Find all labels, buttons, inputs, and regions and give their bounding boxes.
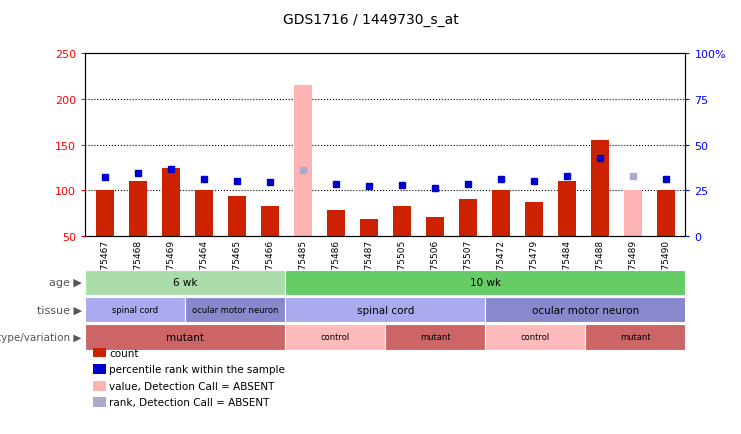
Text: control: control — [521, 333, 550, 342]
Text: value, Detection Call = ABSENT: value, Detection Call = ABSENT — [109, 381, 274, 391]
Text: spinal cord: spinal cord — [356, 305, 414, 315]
Text: GDS1716 / 1449730_s_at: GDS1716 / 1449730_s_at — [282, 13, 459, 26]
Bar — [261, 207, 279, 237]
Bar — [85, 270, 285, 295]
Bar — [85, 297, 185, 322]
Bar — [393, 207, 411, 237]
Bar — [129, 182, 147, 237]
Bar — [227, 197, 246, 237]
Bar — [285, 270, 685, 295]
Text: age ▶: age ▶ — [49, 278, 82, 287]
Text: mutant: mutant — [166, 332, 205, 342]
Bar — [485, 297, 685, 322]
Text: spinal cord: spinal cord — [112, 306, 159, 314]
Text: genotype/variation ▶: genotype/variation ▶ — [0, 332, 82, 342]
Text: ocular motor neuron: ocular motor neuron — [532, 305, 639, 315]
Bar — [195, 191, 213, 237]
Bar — [293, 86, 312, 237]
Bar — [485, 325, 585, 350]
Text: percentile rank within the sample: percentile rank within the sample — [109, 365, 285, 374]
Text: 10 wk: 10 wk — [470, 278, 501, 287]
Bar — [285, 325, 385, 350]
Text: rank, Detection Call = ABSENT: rank, Detection Call = ABSENT — [109, 398, 269, 407]
Bar — [96, 191, 114, 237]
Bar — [327, 211, 345, 237]
Text: mutant: mutant — [620, 333, 651, 342]
Bar — [585, 325, 685, 350]
Text: control: control — [321, 333, 350, 342]
Bar — [426, 217, 444, 237]
Bar — [657, 191, 675, 237]
Text: count: count — [109, 348, 139, 358]
Bar — [459, 199, 477, 237]
Bar — [385, 325, 485, 350]
Text: ocular motor neuron: ocular motor neuron — [192, 306, 279, 314]
Bar — [492, 191, 510, 237]
Text: tissue ▶: tissue ▶ — [36, 305, 82, 315]
Bar — [525, 203, 543, 237]
Text: 6 wk: 6 wk — [173, 278, 198, 287]
Bar — [558, 182, 576, 237]
Bar — [591, 141, 609, 237]
Text: mutant: mutant — [420, 333, 451, 342]
Bar — [624, 191, 642, 237]
Bar — [162, 168, 180, 237]
Bar — [85, 325, 285, 350]
Bar — [285, 297, 485, 322]
Bar — [185, 297, 285, 322]
Bar — [360, 219, 378, 237]
